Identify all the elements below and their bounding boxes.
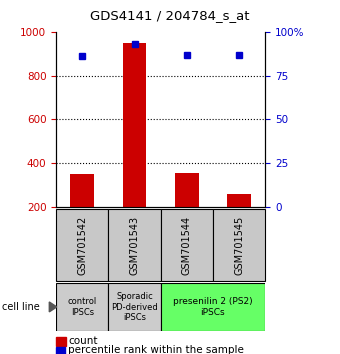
Bar [123, 43, 146, 207]
Bar [160, 209, 213, 281]
Bar [227, 194, 251, 207]
Text: presenilin 2 (PS2)
iPSCs: presenilin 2 (PS2) iPSCs [173, 297, 253, 317]
Bar [213, 209, 265, 281]
Text: GSM701542: GSM701542 [77, 216, 87, 275]
Bar [175, 173, 199, 207]
Text: GSM701545: GSM701545 [234, 216, 244, 275]
Bar [70, 174, 94, 207]
Text: percentile rank within the sample: percentile rank within the sample [68, 346, 244, 354]
Polygon shape [56, 347, 65, 354]
Text: cell line: cell line [2, 302, 39, 312]
Text: control
IPSCs: control IPSCs [68, 297, 97, 317]
Polygon shape [56, 337, 66, 346]
Bar [160, 283, 265, 331]
Text: GDS4141 / 204784_s_at: GDS4141 / 204784_s_at [90, 9, 250, 22]
Bar [108, 283, 161, 331]
Text: count: count [68, 336, 98, 346]
Bar [56, 209, 108, 281]
Text: GSM701544: GSM701544 [182, 216, 192, 275]
Text: GSM701543: GSM701543 [130, 216, 139, 275]
Bar [56, 283, 108, 331]
Text: Sporadic
PD-derived
iPSCs: Sporadic PD-derived iPSCs [111, 292, 158, 322]
Polygon shape [49, 302, 57, 312]
Bar [108, 209, 161, 281]
